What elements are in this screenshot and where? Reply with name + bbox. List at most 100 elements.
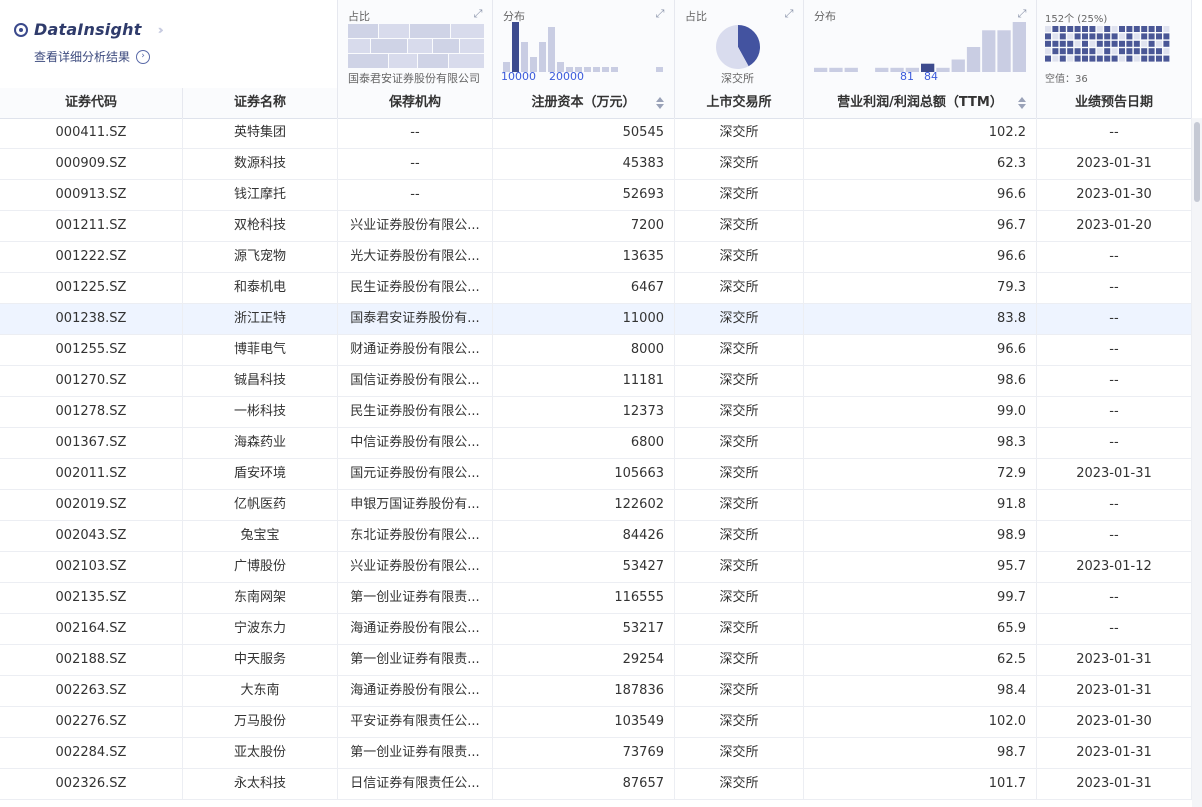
cell-date: 2023-01-31 bbox=[1037, 459, 1192, 489]
ratio-axis-label-2: 84 bbox=[924, 70, 938, 83]
waffle-cell bbox=[1141, 48, 1148, 55]
view-details-link[interactable]: 查看详细分析结果 › bbox=[34, 48, 151, 65]
cell-name: 大东南 bbox=[183, 676, 338, 706]
table-row[interactable]: 001222.SZ 源飞宠物 光大证券股份有限公... 13635 深交所 96.6 -- bbox=[0, 242, 1192, 273]
cell-capital: 45383 bbox=[493, 149, 675, 179]
table-row[interactable]: 002043.SZ 兔宝宝 东北证券股份有限公... 84426 深交所 98.9 -- bbox=[0, 521, 1192, 552]
header-capital[interactable]: 注册资本（万元） bbox=[493, 88, 675, 118]
table-row[interactable]: 002326.SZ 永太科技 日信证券有限责任公... 87657 深交所 101.7 20… bbox=[0, 769, 1192, 800]
waffle-cell bbox=[1045, 48, 1051, 55]
summary-date[interactable]: 152个 (25%) 空值：36 bbox=[1037, 0, 1192, 88]
cell-name: 宁波东力 bbox=[183, 614, 338, 644]
waffle-cell bbox=[1045, 40, 1051, 47]
histogram-bar bbox=[890, 67, 904, 72]
summary-date-count: 152个 (25%) bbox=[1045, 14, 1108, 25]
summary-exchange[interactable]: 占比 ⤢ 深交所 bbox=[675, 0, 804, 88]
expand-icon[interactable]: ⤢ bbox=[1017, 7, 1027, 20]
cell-code: 000411.SZ bbox=[0, 118, 183, 148]
cell-date: 2023-01-31 bbox=[1037, 645, 1192, 675]
cell-exchange: 深交所 bbox=[675, 769, 804, 799]
table-row[interactable]: 002135.SZ 东南网架 第一创业证券有限责... 116555 深交所 99.7 -- bbox=[0, 583, 1192, 614]
header-capital-label: 注册资本（万元） bbox=[531, 95, 636, 110]
table-row[interactable]: 002276.SZ 万马股份 平安证券有限责任公... 103549 深交所 102.0 2… bbox=[0, 707, 1192, 738]
cell-broker: 平安证券有限责任公... bbox=[338, 707, 493, 737]
table-row[interactable]: 002103.SZ 广博股份 兴业证券股份有限公... 53427 深交所 95.7 202… bbox=[0, 552, 1192, 583]
waffle-cell bbox=[1089, 55, 1096, 62]
waffle-cell bbox=[1067, 48, 1074, 55]
summary-ratio[interactable]: 分布 ⤢ 81 84 bbox=[804, 0, 1037, 88]
waffle-cell bbox=[1082, 26, 1088, 32]
sort-icon[interactable] bbox=[656, 97, 664, 109]
expand-icon[interactable]: ⤢ bbox=[473, 7, 483, 20]
cell-broker: 海通证券股份有限公... bbox=[338, 614, 493, 644]
cell-broker: 第一创业证券有限责... bbox=[338, 645, 493, 675]
waffle-cell bbox=[1082, 33, 1088, 40]
table-row[interactable]: 001225.SZ 和泰机电 民生证券股份有限公... 6467 深交所 79.3 -- bbox=[0, 273, 1192, 304]
waffle-cell bbox=[1059, 33, 1066, 40]
table-row[interactable]: 002188.SZ 中天服务 第一创业证券有限责... 29254 深交所 62.5 202… bbox=[0, 645, 1192, 676]
cell-name: 海森药业 bbox=[183, 428, 338, 458]
table-row[interactable]: 002019.SZ 亿帆医药 申银万国证券股份有... 122602 深交所 91.8 -- bbox=[0, 490, 1192, 521]
expand-icon[interactable]: ⤢ bbox=[655, 7, 665, 20]
waffle-cell bbox=[1082, 48, 1088, 55]
cell-exchange: 深交所 bbox=[675, 707, 804, 737]
cell-exchange: 深交所 bbox=[675, 521, 804, 551]
waffle-cell bbox=[1126, 33, 1133, 40]
cell-exchange: 深交所 bbox=[675, 366, 804, 396]
header-code[interactable]: 证券代码 bbox=[0, 88, 183, 118]
vertical-scrollbar[interactable] bbox=[1192, 118, 1202, 807]
cell-broker: -- bbox=[338, 149, 493, 179]
cell-broker: 民生证券股份有限公... bbox=[338, 397, 493, 427]
expand-icon[interactable]: ⤢ bbox=[784, 7, 794, 20]
cell-ratio: 62.5 bbox=[804, 645, 1037, 675]
exchange-pie bbox=[716, 25, 761, 69]
table-row[interactable]: 001367.SZ 海森药业 中信证券股份有限公... 6800 深交所 98.3 -- bbox=[0, 428, 1192, 459]
cell-exchange: 深交所 bbox=[675, 335, 804, 365]
cell-capital: 73769 bbox=[493, 738, 675, 768]
summary-capital[interactable]: 分布 ⤢ 10000 20000 bbox=[493, 0, 675, 88]
waffle-cell bbox=[1156, 48, 1162, 55]
cell-capital: 87657 bbox=[493, 769, 675, 799]
cell-broker: 国泰君安证券股份有... bbox=[338, 304, 493, 334]
header-broker[interactable]: 保荐机构 bbox=[338, 88, 493, 118]
table-row[interactable]: 002263.SZ 大东南 海通证券股份有限公... 187836 深交所 98.4 202… bbox=[0, 676, 1192, 707]
cell-ratio: 96.7 bbox=[804, 211, 1037, 241]
cell-date: -- bbox=[1037, 397, 1192, 427]
summary-ratio-label: 分布 bbox=[814, 10, 836, 23]
summary-broker[interactable]: 占比 ⤢ 国泰君安证券股份有限公司 bbox=[338, 0, 493, 88]
cell-exchange: 深交所 bbox=[675, 676, 804, 706]
cell-broker: 海通证券股份有限公... bbox=[338, 676, 493, 706]
table-row[interactable]: 000909.SZ 数源科技 -- 45383 深交所 62.3 2023-01-31 bbox=[0, 149, 1192, 180]
cell-capital: 8000 bbox=[493, 335, 675, 365]
waffle-cell bbox=[1067, 55, 1074, 62]
double-chevron-right-icon[interactable]: ››› bbox=[157, 22, 165, 37]
header-name[interactable]: 证券名称 bbox=[183, 88, 338, 118]
cell-date: -- bbox=[1037, 428, 1192, 458]
header-ratio[interactable]: 营业利润/利润总额（TTM） bbox=[804, 88, 1037, 118]
scrollbar-thumb[interactable] bbox=[1194, 122, 1200, 202]
table-row[interactable]: 002164.SZ 宁波东力 海通证券股份有限公... 53217 深交所 65.9 -- bbox=[0, 614, 1192, 645]
sort-icon[interactable] bbox=[1018, 97, 1026, 109]
table-row[interactable]: 001255.SZ 博菲电气 财通证券股份有限公... 8000 深交所 96.6 -- bbox=[0, 335, 1192, 366]
table-row[interactable]: 002284.SZ 亚太股份 第一创业证券有限责... 73769 深交所 98.7 202… bbox=[0, 738, 1192, 769]
header-exchange[interactable]: 上市交易所 bbox=[675, 88, 804, 118]
header-date[interactable]: 业绩预告日期 bbox=[1037, 88, 1192, 118]
table-row[interactable]: 002011.SZ 盾安环境 国元证券股份有限公... 105663 深交所 72.9 20… bbox=[0, 459, 1192, 490]
histogram-bar bbox=[966, 47, 981, 72]
brand-logo[interactable]: DataInsight ››› bbox=[14, 20, 165, 39]
cell-ratio: 96.6 bbox=[804, 242, 1037, 272]
table-row[interactable]: 001238.SZ 浙江正特 国泰君安证券股份有... 11000 深交所 83.8 -- bbox=[0, 304, 1192, 335]
waffle-cell bbox=[1148, 33, 1155, 40]
cell-date: -- bbox=[1037, 614, 1192, 644]
cell-code: 002011.SZ bbox=[0, 459, 183, 489]
table-row[interactable]: 001278.SZ 一彬科技 民生证券股份有限公... 12373 深交所 99.0 -- bbox=[0, 397, 1192, 428]
cell-capital: 53427 bbox=[493, 552, 675, 582]
table-row[interactable]: 001211.SZ 双枪科技 兴业证券股份有限公... 7200 深交所 96.7 2023… bbox=[0, 211, 1192, 242]
cell-capital: 13635 bbox=[493, 242, 675, 272]
cell-code: 002164.SZ bbox=[0, 614, 183, 644]
cell-name: 和泰机电 bbox=[183, 273, 338, 303]
table-row[interactable]: 001270.SZ 铖昌科技 国信证券股份有限公... 11181 深交所 98.6 -- bbox=[0, 366, 1192, 397]
table-row[interactable]: 000913.SZ 钱江摩托 -- 52693 深交所 96.6 2023-01-30 bbox=[0, 180, 1192, 211]
table-row[interactable]: 000411.SZ 英特集团 -- 50545 深交所 102.2 -- bbox=[0, 118, 1192, 149]
waffle-cell bbox=[1141, 40, 1148, 47]
